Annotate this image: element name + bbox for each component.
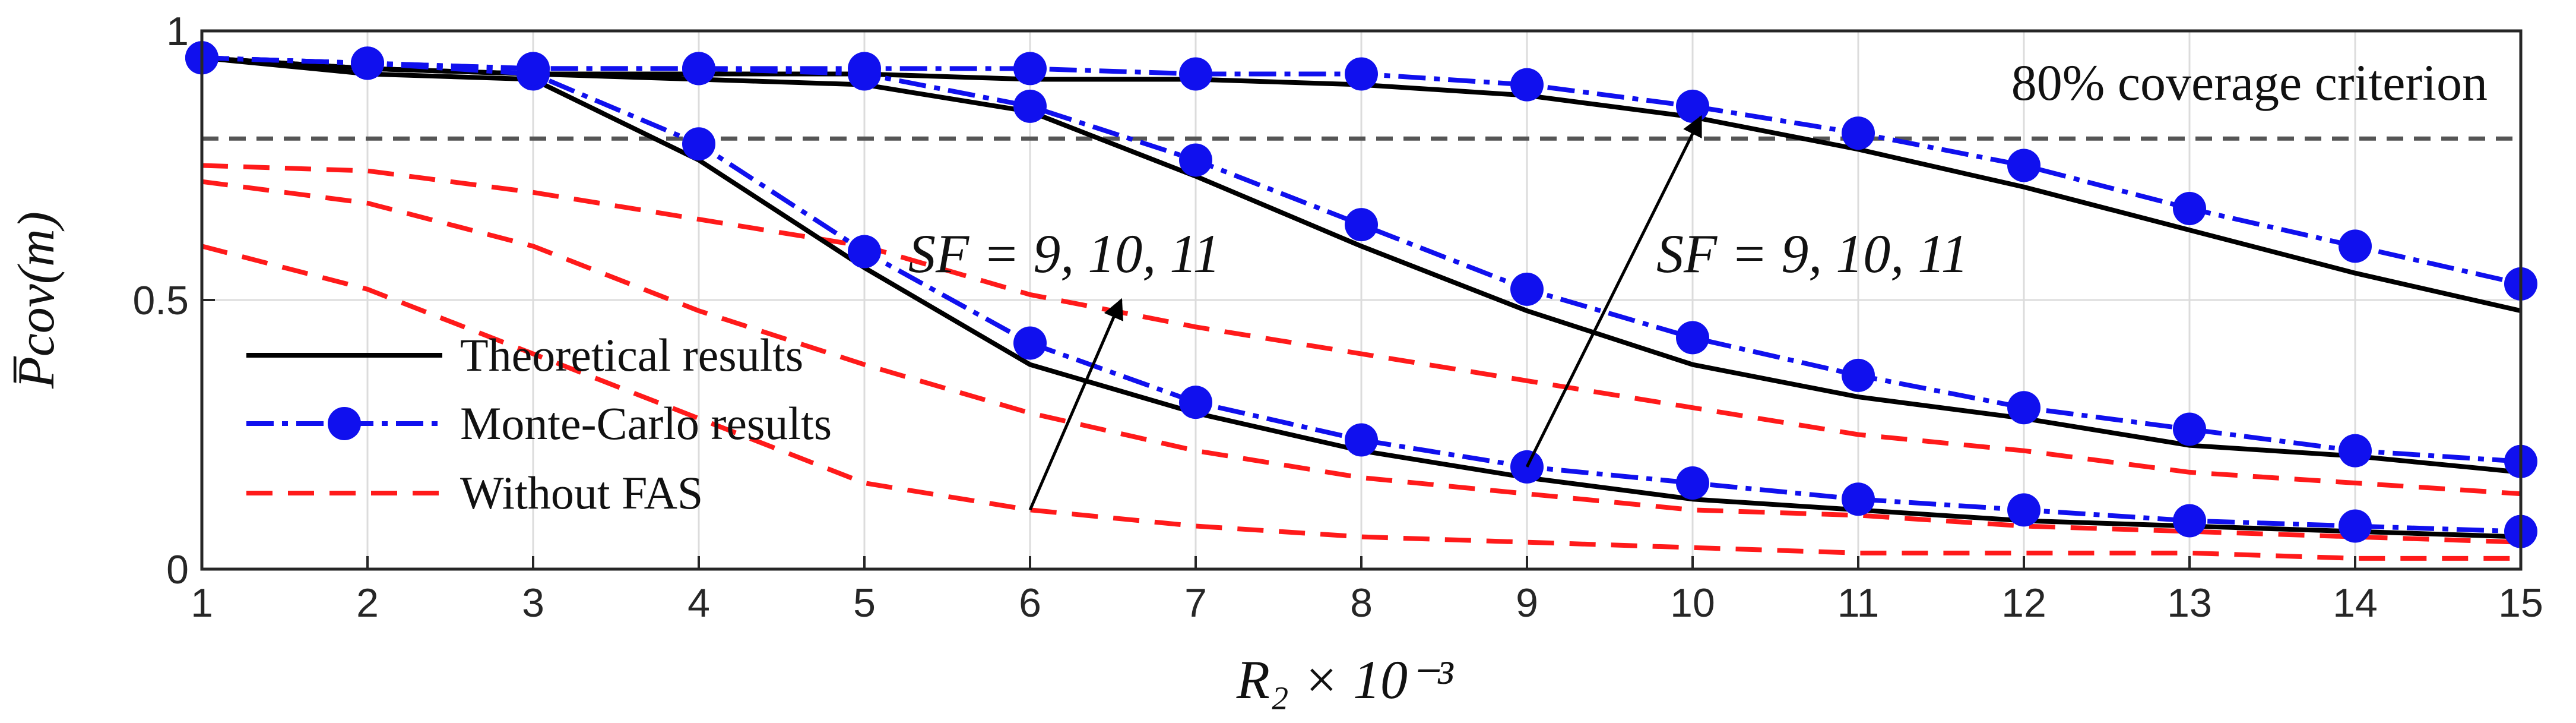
x-tick-label: 1 (191, 580, 213, 626)
data-point (1842, 482, 1875, 516)
series-line-monte-carlo-resultssf-9 (201, 55, 2521, 534)
series-line-without-fassf-9 (201, 244, 2521, 561)
data-point (2007, 391, 2040, 425)
x-tick-label: 6 (1019, 580, 1041, 626)
y-tick-label: 1 (166, 9, 189, 54)
data-point (1013, 326, 1047, 360)
y-tick-label: 0.5 (132, 278, 189, 323)
data-point (1013, 89, 1047, 123)
data-point (1179, 143, 1212, 177)
legend: Theoretical results Monte-Carlo results … (246, 329, 832, 519)
data-point (2007, 149, 2040, 182)
data-point (517, 52, 550, 86)
data-point (2007, 493, 2040, 527)
legend-label-monte-carlo: Monte-Carlo results (460, 397, 832, 449)
series-line-without-fassf-11 (201, 163, 2521, 497)
data-point (2339, 229, 2372, 263)
y-tick-label: 0 (166, 547, 189, 592)
threshold-label: 80% coverage criterion (2011, 54, 2488, 111)
x-tick-label: 8 (1350, 580, 1373, 626)
data-point (2339, 434, 2372, 468)
x-tick-label: 11 (1837, 580, 1880, 626)
legend-marker-monte-carlo (328, 407, 361, 440)
data-point (1345, 423, 1378, 457)
series-layer (185, 41, 2537, 561)
data-point (2339, 509, 2372, 543)
x-tick-label: 3 (522, 580, 544, 626)
x-tick-label: 5 (853, 580, 876, 626)
y-axis-label: P̅cov(m) (8, 211, 65, 389)
legend-label-theoretical: Theoretical results (460, 329, 803, 381)
data-point (2173, 412, 2206, 446)
legend-label-without-fas: Without FAS (460, 467, 703, 519)
x-axis-label: R₂ × 10⁻³ (1236, 649, 1454, 710)
data-point (2173, 191, 2206, 225)
data-point (2173, 504, 2206, 538)
data-point (1013, 52, 1047, 86)
x-tick-label: 12 (2001, 580, 2046, 626)
data-point (682, 52, 715, 86)
data-point (1179, 386, 1212, 419)
data-point (848, 235, 881, 269)
x-tick-label: 4 (687, 580, 710, 626)
annotation-arrows (1028, 115, 1703, 511)
data-point (1345, 208, 1378, 242)
data-point (1676, 466, 1709, 500)
x-tick-label: 10 (1670, 580, 1715, 626)
data-point (1510, 68, 1544, 102)
annotation-arrow (1525, 115, 1703, 468)
data-point (1345, 57, 1378, 91)
data-point (1510, 272, 1544, 306)
x-tick-label: 15 (2498, 580, 2543, 626)
data-point (682, 127, 715, 161)
x-tick-label: 7 (1184, 580, 1207, 626)
data-point (1676, 89, 1709, 123)
x-tick-label: 14 (2333, 580, 2378, 626)
x-tick-label: 2 (356, 580, 379, 626)
x-tick-label: 13 (2167, 580, 2212, 626)
data-point (1842, 116, 1875, 150)
annotation-sf-left: SF = 9, 10, 11 (908, 223, 1220, 284)
data-point (1842, 358, 1875, 392)
annotation-arrow (1028, 298, 1123, 511)
data-point (1676, 321, 1709, 355)
series-line-without-fassf-10 (201, 179, 2521, 545)
data-point (351, 46, 384, 80)
annotation-sf-right: SF = 9, 10, 11 (1656, 223, 1968, 284)
data-point (848, 52, 881, 86)
x-tick-label: 9 (1516, 580, 1538, 626)
data-point (1179, 57, 1212, 91)
